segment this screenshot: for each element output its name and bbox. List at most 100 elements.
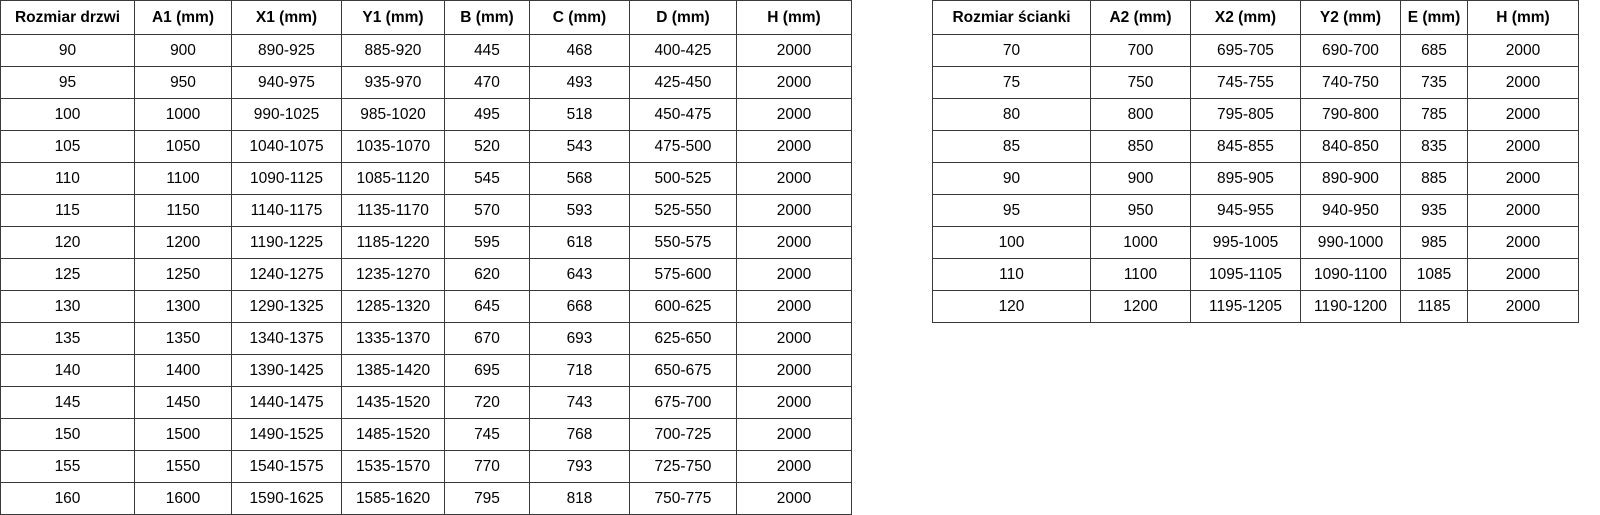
table-cell: 2000 — [1467, 162, 1579, 195]
table-cell: 985 — [1400, 226, 1468, 259]
table-row: 105 1050 1040-1075 1035-1070 520 543 475-500 20… — [0, 130, 852, 163]
table-cell: 400-425 — [629, 34, 737, 67]
table-row: 100 1000 990-1025 985-1020 495 518 450-475 2000 — [0, 98, 852, 131]
table-cell: 935 — [1400, 194, 1468, 227]
table-cell: 470 — [444, 66, 530, 99]
table-cell: 2000 — [1467, 194, 1579, 227]
table-cell: 1195-1205 — [1190, 290, 1301, 323]
table-cell: 1235-1270 — [341, 258, 445, 291]
row-label-cell: 130 — [0, 290, 135, 323]
table-cell: 750 — [1090, 66, 1191, 99]
table-cell: 1300 — [134, 290, 232, 323]
table-row: 90 900 895-905 890-900 885 2000 — [932, 162, 1579, 195]
table-cell: 2000 — [736, 354, 852, 387]
table-cell: 793 — [529, 450, 630, 483]
table-cell: 2000 — [736, 34, 852, 67]
table-cell: 800 — [1090, 98, 1191, 131]
table-row: 115 1150 1140-1175 1135-1170 570 593 525-550 20… — [0, 194, 852, 227]
row-label-cell: 120 — [0, 226, 135, 259]
table-cell: 1100 — [1090, 258, 1191, 291]
table-cell: 895-905 — [1190, 162, 1301, 195]
table-cell: 693 — [529, 322, 630, 355]
table-row: 145 1450 1440-1475 1435-1520 720 743 675-700 20… — [0, 386, 852, 419]
table-row: 110 1100 1095-1105 1090-1100 1085 2000 — [932, 258, 1579, 291]
table-cell: 745-755 — [1190, 66, 1301, 99]
row-label-cell: 95 — [932, 194, 1091, 227]
table-cell: 790-800 — [1300, 98, 1401, 131]
table-cell: 818 — [529, 482, 630, 515]
column-header: Rozmiar ścianki — [932, 0, 1091, 35]
table-cell: 650-675 — [629, 354, 737, 387]
table-row: 100 1000 995-1005 990-1000 985 2000 — [932, 226, 1579, 259]
table-cell: 620 — [444, 258, 530, 291]
table-cell: 2000 — [736, 322, 852, 355]
table-row: 130 1300 1290-1325 1285-1320 645 668 600-625 20… — [0, 290, 852, 323]
table-cell: 770 — [444, 450, 530, 483]
table-cell: 1090-1125 — [231, 162, 342, 195]
table-cell: 1535-1570 — [341, 450, 445, 483]
table-cell: 575-600 — [629, 258, 737, 291]
column-header: Rozmiar drzwi — [0, 0, 135, 35]
row-label-cell: 120 — [932, 290, 1091, 323]
table-cell: 2000 — [736, 450, 852, 483]
table-cell: 500-525 — [629, 162, 737, 195]
table-cell: 750-775 — [629, 482, 737, 515]
table-row: 125 1250 1240-1275 1235-1270 620 643 575-600 20… — [0, 258, 852, 291]
table-cell: 1335-1370 — [341, 322, 445, 355]
wall-panel-dimensions-table: Rozmiar ścianki A2 (mm) X2 (mm) Y2 (mm) E (m… — [932, 0, 1579, 323]
column-header: H (mm) — [736, 0, 852, 35]
table-cell: 2000 — [736, 98, 852, 131]
table-cell: 1585-1620 — [341, 482, 445, 515]
column-header: A2 (mm) — [1090, 0, 1191, 35]
table-row: 85 850 845-855 840-850 835 2000 — [932, 130, 1579, 163]
column-header: A1 (mm) — [134, 0, 232, 35]
row-label-cell: 145 — [0, 386, 135, 419]
table-cell: 2000 — [736, 194, 852, 227]
table-cell: 1200 — [1090, 290, 1191, 323]
table-cell: 1250 — [134, 258, 232, 291]
table-cell: 1440-1475 — [231, 386, 342, 419]
row-label-cell: 125 — [0, 258, 135, 291]
table-row: 75 750 745-755 740-750 735 2000 — [932, 66, 1579, 99]
table-cell: 768 — [529, 418, 630, 451]
column-header: C (mm) — [529, 0, 630, 35]
table-cell: 850 — [1090, 130, 1191, 163]
row-label-cell: 155 — [0, 450, 135, 483]
table-cell: 1135-1170 — [341, 194, 445, 227]
table-cell: 2000 — [736, 290, 852, 323]
table-cell: 935-970 — [341, 66, 445, 99]
table-cell: 450-475 — [629, 98, 737, 131]
table-cell: 700 — [1090, 34, 1191, 67]
row-label-cell: 95 — [0, 66, 135, 99]
row-label-cell: 70 — [932, 34, 1091, 67]
table-cell: 643 — [529, 258, 630, 291]
table-cell: 1450 — [134, 386, 232, 419]
table-cell: 2000 — [736, 130, 852, 163]
table-cell: 1290-1325 — [231, 290, 342, 323]
column-header: Y1 (mm) — [341, 0, 445, 35]
table-cell: 1050 — [134, 130, 232, 163]
table-cell: 940-950 — [1300, 194, 1401, 227]
table-cell: 1100 — [134, 162, 232, 195]
table-cell: 1385-1420 — [341, 354, 445, 387]
table-cell: 625-650 — [629, 322, 737, 355]
row-label-cell: 140 — [0, 354, 135, 387]
table-cell: 1040-1075 — [231, 130, 342, 163]
table-cell: 645 — [444, 290, 530, 323]
table-row: 155 1550 1540-1575 1535-1570 770 793 725-750 20… — [0, 450, 852, 483]
row-label-cell: 135 — [0, 322, 135, 355]
table-cell: 668 — [529, 290, 630, 323]
table-cell: 1350 — [134, 322, 232, 355]
table-cell: 900 — [1090, 162, 1191, 195]
table-cell: 1035-1070 — [341, 130, 445, 163]
table-cell: 2000 — [736, 226, 852, 259]
row-label-cell: 105 — [0, 130, 135, 163]
column-header: X2 (mm) — [1190, 0, 1301, 35]
table-cell: 945-955 — [1190, 194, 1301, 227]
table-cell: 890-900 — [1300, 162, 1401, 195]
table-cell: 1185 — [1400, 290, 1468, 323]
table-cell: 468 — [529, 34, 630, 67]
row-label-cell: 90 — [932, 162, 1091, 195]
table-row: 120 1200 1190-1225 1185-1220 595 618 550-575 20… — [0, 226, 852, 259]
